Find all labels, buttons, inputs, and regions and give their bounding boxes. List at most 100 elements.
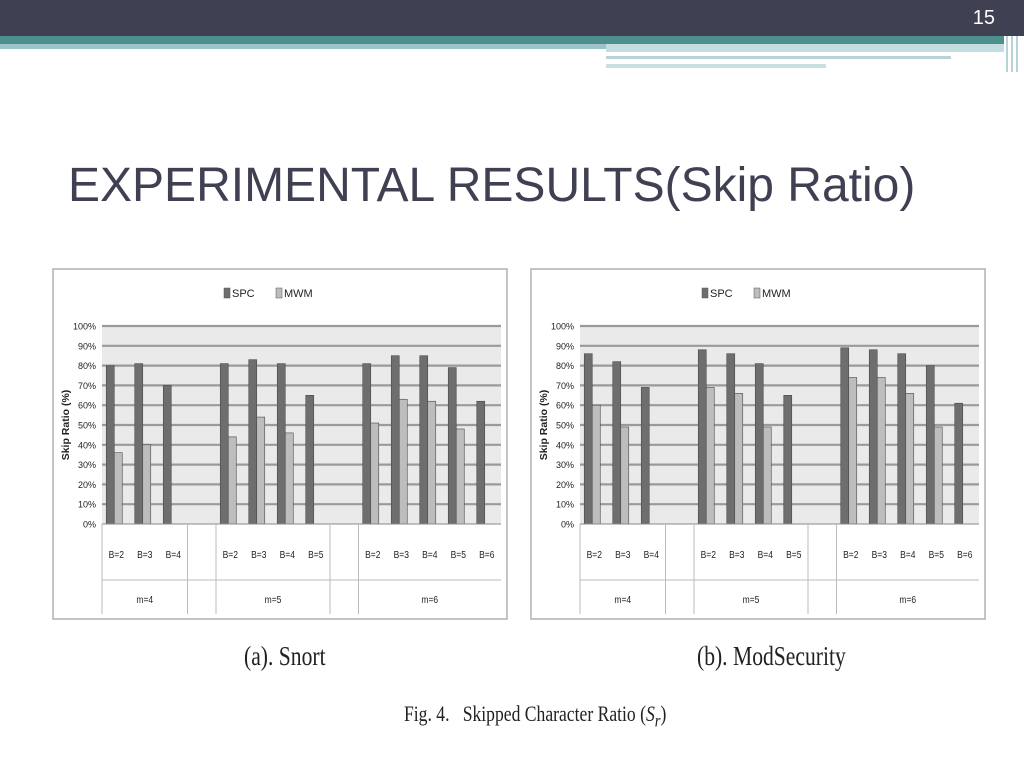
x-tick-label: B=2: [587, 549, 602, 560]
y-tick-label: 10%: [556, 500, 574, 510]
y-axis-label: Skip Ratio (%): [60, 390, 72, 461]
y-tick-label: 90%: [78, 341, 96, 351]
legend-swatch-spc: [701, 287, 709, 299]
y-tick-label: 0%: [83, 520, 96, 530]
y-tick-label: 0%: [561, 520, 574, 530]
y-tick-label: 60%: [78, 401, 96, 411]
bar-spc: [925, 365, 935, 525]
bar-mwm: [762, 426, 772, 525]
bar-spc: [726, 353, 736, 525]
x-tick-label: B=5: [786, 549, 801, 560]
legend-label-mwm: MWM: [284, 288, 313, 300]
bar-spc: [219, 363, 229, 525]
x-tick-label: B=3: [872, 549, 887, 560]
bar-mwm: [620, 426, 630, 525]
bar-spc: [783, 395, 793, 525]
bar-spc: [248, 359, 258, 525]
bar-spc: [583, 353, 593, 525]
bar-mwm: [591, 404, 601, 525]
bar-mwm: [113, 452, 123, 525]
x-tick-label: B=5: [451, 549, 466, 560]
bar-mwm: [905, 393, 915, 525]
group-label: m=6: [899, 594, 916, 605]
bar-spc: [134, 363, 144, 525]
chart-legend: SPC MWM: [223, 287, 313, 300]
bar-spc: [954, 402, 964, 525]
chart-legend: SPC MWM: [701, 287, 791, 300]
bar-mwm: [455, 428, 465, 525]
bar-mwm: [227, 436, 237, 525]
x-tick-label: B=2: [109, 549, 124, 560]
y-tick-label: 50%: [556, 421, 574, 431]
group-label: m=4: [614, 594, 631, 605]
y-tick-label: 50%: [78, 421, 96, 431]
group-label: m=4: [136, 594, 153, 605]
figure-caption: Fig. 4. Skipped Character Ratio (Sr): [404, 701, 666, 731]
x-tick-label: B=3: [394, 549, 409, 560]
x-tick-label: B=3: [137, 549, 152, 560]
x-tick-label: B=2: [701, 549, 716, 560]
bar-spc: [276, 363, 286, 525]
legend-swatch-mwm: [753, 287, 761, 299]
bar-mwm: [398, 398, 408, 525]
figure-prefix: Fig. 4.: [404, 701, 450, 726]
bar-mwm: [370, 422, 380, 525]
group-label: m=6: [421, 594, 438, 605]
y-tick-label: 60%: [556, 401, 574, 411]
group-label: m=5: [265, 594, 282, 605]
x-tick-label: B=5: [308, 549, 323, 560]
y-tick-label: 30%: [556, 460, 574, 470]
bar-mwm: [933, 426, 943, 525]
y-tick-label: 70%: [78, 381, 96, 391]
legend-swatch-spc: [223, 287, 231, 299]
bar-spc: [162, 385, 172, 525]
x-tick-label: B=5: [929, 549, 944, 560]
y-tick-label: 10%: [78, 500, 96, 510]
header-bar: [0, 0, 1024, 36]
y-tick-label: 80%: [556, 361, 574, 371]
bar-spc: [305, 395, 315, 525]
bar-mwm: [284, 432, 294, 525]
bar-spc: [697, 349, 707, 525]
x-tick-label: B=6: [479, 549, 494, 560]
figure-symbol: S: [645, 701, 655, 726]
x-tick-label: B=4: [644, 549, 659, 560]
bar-spc: [390, 355, 400, 525]
y-axis-label: Skip Ratio (%): [538, 390, 550, 461]
bar-spc: [476, 400, 486, 525]
legend-label-spc: SPC: [232, 288, 255, 300]
x-tick-label: B=6: [957, 549, 972, 560]
x-tick-label: B=3: [615, 549, 630, 560]
legend-label-mwm: MWM: [762, 288, 791, 300]
x-tick-label: B=3: [251, 549, 266, 560]
slide-number: 15: [972, 7, 995, 29]
bar-mwm: [848, 377, 858, 525]
legend-label-spc: SPC: [710, 288, 733, 300]
y-tick-label: 40%: [556, 440, 574, 450]
slide-title: EXPERIMENTAL RESULTS(Skip Ratio): [68, 159, 916, 212]
x-tick-label: B=4: [758, 549, 773, 560]
caption-modsecurity: (b). ModSecurity: [697, 641, 846, 671]
bar-spc: [612, 361, 622, 525]
bar-mwm: [427, 400, 437, 525]
group-label: m=5: [743, 594, 760, 605]
bar-spc: [419, 355, 429, 525]
x-tick-label: B=2: [843, 549, 858, 560]
bar-spc: [640, 387, 650, 525]
y-tick-label: 30%: [78, 460, 96, 470]
bar-spc: [447, 367, 457, 525]
x-tick-label: B=4: [280, 549, 295, 560]
bar-mwm: [876, 377, 886, 525]
y-tick-label: 70%: [556, 381, 574, 391]
y-tick-label: 80%: [78, 361, 96, 371]
bar-spc: [362, 363, 372, 525]
x-tick-label: B=4: [900, 549, 915, 560]
y-tick-label: 100%: [551, 322, 574, 332]
y-tick-label: 90%: [556, 341, 574, 351]
y-tick-label: 40%: [78, 440, 96, 450]
chart-modsecurity: SPC MWM 0% 10% 20% 30% 40% 50% 60% 70% 80% 90% 100% S…: [530, 268, 986, 620]
bar-mwm: [142, 444, 152, 525]
accent-stripe: [606, 44, 1004, 52]
x-tick-label: B=2: [223, 549, 238, 560]
figure-text: Skipped Character Ratio (: [462, 701, 646, 726]
